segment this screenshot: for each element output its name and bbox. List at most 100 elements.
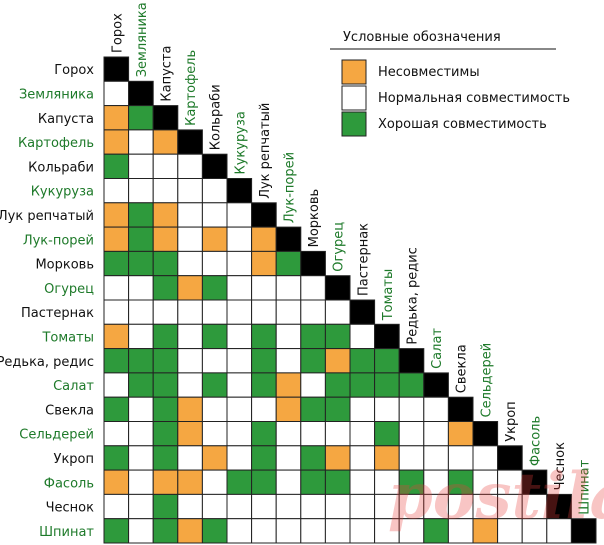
matrix-cell-15-4: [201, 421, 228, 447]
matrix-cell-13-8: [300, 372, 326, 398]
matrix-cell-12-3: [177, 348, 203, 374]
column-label: Томаты: [381, 269, 396, 322]
matrix-cell-11-1: [128, 323, 154, 350]
matrix-cell-16-6: [251, 445, 277, 471]
matrix-cell-9-2: [152, 275, 179, 301]
matrix-cell-5-3: [177, 178, 203, 204]
matrix-cell-10-3: [177, 299, 203, 325]
column-label: Редька, редис: [406, 247, 421, 344]
matrix-cell-18-6: [251, 493, 277, 520]
matrix-cell-15-10: [349, 421, 376, 447]
matrix-cell-8-5: [226, 250, 253, 277]
matrix-cell-17-10: [349, 469, 376, 495]
column-label: Свекла: [455, 344, 470, 393]
matrix-cell-1-0: [103, 80, 130, 107]
row-label: Фасоль: [44, 476, 94, 491]
matrix-cell-18-0: [103, 493, 130, 520]
matrix-cell-8-6: [251, 250, 277, 277]
matrix-cell-7-3: [177, 226, 203, 252]
matrix-cell-16-0: [103, 445, 130, 471]
legend-title: Условные обозначения: [343, 30, 501, 45]
matrix-cell-17-5: [226, 469, 253, 495]
row-label: Свекла: [45, 403, 94, 418]
matrix-cell-12-8: [300, 348, 326, 374]
matrix-cell-15-5: [226, 421, 253, 447]
row-label: Томаты: [41, 330, 94, 345]
matrix-cell-16-3: [177, 445, 203, 471]
matrix-cell-16-11: [374, 445, 400, 471]
matrix-cell-19-8: [300, 518, 326, 544]
matrix-cells: [103, 56, 597, 544]
matrix-cell-19-16: [497, 518, 523, 544]
matrix-cell-13-12: [398, 372, 425, 398]
matrix-cell-16-2: [152, 445, 179, 471]
column-label: Горох: [110, 13, 125, 53]
column-label: Морковь: [307, 189, 322, 248]
diagonal-cell-14: [447, 396, 474, 423]
diagonal-cell-7: [275, 226, 302, 252]
matrix-cell-11-0: [103, 323, 130, 350]
matrix-cell-18-2: [152, 493, 179, 520]
row-label: Капуста: [38, 112, 94, 127]
row-label: Чеснок: [46, 501, 95, 516]
matrix-cell-7-6: [251, 226, 277, 252]
matrix-cell-9-5: [226, 275, 253, 301]
legend: Условные обозначения Несовместимы Нормальн…: [330, 30, 570, 137]
diagonal-cell-8: [300, 250, 326, 277]
column-label: Салат: [430, 328, 445, 369]
diagonal-cell-10: [349, 299, 376, 325]
matrix-cell-19-7: [275, 518, 302, 544]
matrix-cell-11-8: [300, 323, 326, 350]
matrix-cell-14-0: [103, 396, 130, 423]
matrix-cell-14-7: [275, 396, 302, 423]
matrix-cell-4-1: [128, 153, 154, 179]
matrix-cell-11-10: [349, 323, 376, 350]
matrix-cell-3-2: [152, 129, 179, 155]
matrix-cell-15-7: [275, 421, 302, 447]
legend-swatch: [341, 85, 367, 111]
matrix-cell-15-2: [152, 421, 179, 447]
diagonal-cell-4: [201, 153, 228, 179]
matrix-cell-17-14: [447, 469, 474, 495]
column-label: Сельдерей: [479, 343, 494, 418]
matrix-cell-10-2: [152, 299, 179, 325]
matrix-cell-15-8: [300, 421, 326, 447]
matrix-cell-10-9: [324, 299, 351, 325]
matrix-cell-15-6: [251, 421, 277, 447]
matrix-cell-16-7: [275, 445, 302, 471]
matrix-cell-19-11: [374, 518, 400, 544]
matrix-cell-18-16: [497, 493, 523, 520]
matrix-cell-19-17: [521, 518, 548, 544]
matrix-cell-12-10: [349, 348, 376, 374]
column-label: Чеснок: [553, 442, 568, 491]
column-label: Пастернак: [356, 223, 371, 296]
matrix-cell-8-7: [275, 250, 302, 277]
matrix-cell-16-13: [423, 445, 449, 471]
row-label: Земляника: [19, 87, 94, 102]
matrix-cell-8-0: [103, 250, 130, 277]
matrix-cell-14-6: [251, 396, 277, 423]
row-label: Горох: [54, 63, 94, 78]
column-label: Кукуруза: [233, 111, 248, 174]
matrix-cell-17-2: [152, 469, 179, 495]
diagonal-cell-19: [570, 518, 597, 544]
matrix-cell-11-4: [201, 323, 228, 350]
matrix-cell-19-10: [349, 518, 376, 544]
matrix-cell-4-2: [152, 153, 179, 179]
matrix-cell-15-0: [103, 421, 130, 447]
matrix-cell-14-3: [177, 396, 203, 423]
matrix-cell-12-1: [128, 348, 154, 374]
matrix-cell-11-6: [251, 323, 277, 350]
matrix-cell-17-8: [300, 469, 326, 495]
diagonal-cell-0: [103, 56, 130, 82]
matrix-cell-10-5: [226, 299, 253, 325]
matrix-cell-18-9: [324, 493, 351, 520]
legend-swatch: [341, 59, 367, 85]
matrix-cell-17-7: [275, 469, 302, 495]
matrix-cell-19-9: [324, 518, 351, 544]
matrix-cell-18-15: [472, 493, 499, 520]
matrix-cell-4-0: [103, 153, 130, 179]
matrix-cell-15-13: [423, 421, 449, 447]
row-label: Картофель: [18, 136, 94, 151]
matrix-cell-14-11: [374, 396, 400, 423]
